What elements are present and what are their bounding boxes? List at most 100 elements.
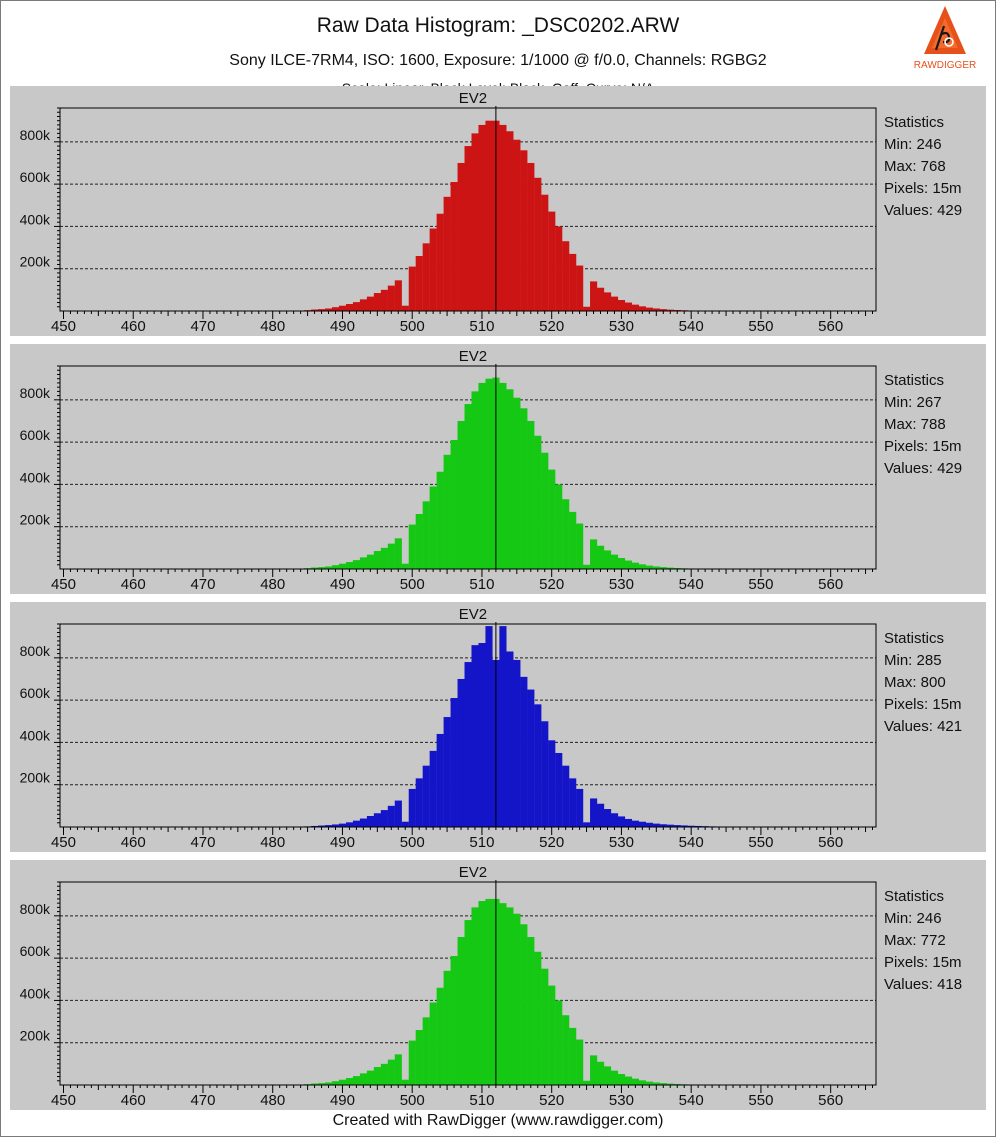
y-tick-label: 200k — [20, 770, 51, 786]
panel-title: EV2 — [459, 606, 487, 623]
histogram-bar — [673, 825, 681, 827]
histogram-bar — [541, 721, 549, 827]
histogram-bar — [359, 557, 368, 569]
histogram-bar — [590, 539, 598, 569]
histogram-bar — [562, 499, 570, 569]
statistics-box: Statistics Min: 246 Max: 772 Pixels: 15m… — [884, 886, 984, 996]
histogram-bar — [638, 564, 646, 569]
x-tick-label: 530 — [609, 1092, 634, 1109]
histogram-bar — [338, 823, 347, 827]
x-tick-label: 520 — [539, 1092, 564, 1109]
histogram-bar — [534, 435, 542, 569]
histogram-bar — [610, 813, 619, 827]
histogram-bar — [610, 554, 619, 569]
y-tick-label: 200k — [20, 512, 51, 528]
histogram-bar — [325, 1082, 333, 1085]
statistics-box: Statistics Min: 267 Max: 788 Pixels: 15m… — [884, 370, 984, 480]
histogram-bar — [450, 698, 458, 827]
histogram-bar — [541, 194, 549, 311]
histogram-bar — [548, 985, 556, 1085]
x-tick-label: 450 — [51, 576, 76, 593]
histogram-bar — [311, 1083, 319, 1085]
chart-svg: 200k 400k 600k 800k EV2 450 460 470 480 490 500 510… — [20, 606, 877, 851]
histogram-bar — [443, 454, 451, 569]
histogram-bar — [659, 309, 667, 311]
histogram-bar — [520, 924, 528, 1085]
x-tick-label: 500 — [400, 1092, 425, 1109]
x-tick-label: 460 — [121, 1092, 146, 1109]
histogram-bar — [645, 565, 653, 569]
histogram-bar — [373, 293, 381, 311]
histogram-bar — [527, 162, 535, 311]
histogram-bar — [659, 567, 667, 569]
histogram-bar — [534, 951, 542, 1085]
histogram-bar — [534, 177, 542, 311]
x-tick-label: 470 — [190, 834, 215, 851]
y-tick-label: 200k — [20, 1028, 51, 1044]
histogram-bar — [318, 567, 326, 569]
panel-title: EV2 — [459, 864, 487, 881]
histogram-bar — [499, 124, 507, 311]
histogram-bar — [318, 1083, 326, 1085]
stats-max: Max: 772 — [884, 932, 946, 949]
histogram-bar — [569, 778, 577, 827]
histogram-bar — [443, 970, 451, 1085]
histogram-bar — [652, 566, 660, 569]
statistics-box: Statistics Min: 285 Max: 800 Pixels: 15m… — [884, 628, 984, 738]
chart-svg: 200k 400k 600k 800k EV2 450 460 470 480 490 500 510… — [20, 348, 877, 593]
x-tick-label: 510 — [469, 318, 494, 335]
histogram-bar — [464, 404, 472, 569]
histogram-bar — [415, 256, 423, 311]
logo-text: RAWDIGGER — [914, 60, 976, 71]
x-tick-label: 480 — [260, 318, 285, 335]
histogram-bar — [457, 162, 465, 311]
x-tick-label: 540 — [679, 1092, 704, 1109]
histogram-bar — [415, 1030, 423, 1085]
histogram-bar — [583, 822, 591, 827]
histogram-bar — [513, 139, 521, 311]
stats-pixels: Pixels: 15m — [884, 954, 962, 971]
histogram-bar — [373, 551, 381, 569]
page-subtitle: Sony ILCE-7RM4, ISO: 1600, Exposure: 1/1… — [229, 52, 767, 69]
histogram-bar — [408, 266, 416, 311]
histogram-bar — [673, 309, 681, 311]
histogram-bar — [638, 1080, 646, 1085]
histogram-bar — [562, 241, 570, 311]
x-tick-label: 520 — [539, 576, 564, 593]
histogram-bar — [597, 803, 605, 827]
rawdigger-logo: RAWDIGGER — [914, 6, 976, 71]
histogram-bar — [548, 740, 556, 827]
page-subtitle-clipped: Scale: Linear, Black Level: Black, Gaff.… — [341, 80, 655, 88]
histogram-bar — [652, 823, 660, 827]
stats-pixels: Pixels: 15m — [884, 696, 962, 713]
histogram-bar — [450, 956, 458, 1085]
histogram-bar — [401, 563, 409, 569]
histogram-bar — [359, 818, 368, 827]
x-tick-label: 490 — [330, 834, 355, 851]
histogram-bar — [583, 564, 591, 569]
histogram-bar — [478, 643, 486, 827]
histogram-bar — [645, 1081, 653, 1085]
histogram-bar — [464, 920, 472, 1085]
histogram-bar — [541, 968, 549, 1085]
x-tick-label: 560 — [818, 576, 843, 593]
histogram-bar — [645, 307, 653, 311]
histogram-bar — [666, 1083, 674, 1085]
stats-heading: Statistics — [884, 888, 945, 905]
histogram-bar — [555, 752, 563, 827]
histogram-bar — [318, 309, 326, 311]
histogram-bar — [631, 562, 640, 569]
histogram-bar — [401, 821, 409, 827]
histogram-bar — [394, 280, 402, 311]
x-tick-label: 460 — [121, 318, 146, 335]
x-tick-label: 470 — [190, 576, 215, 593]
stats-heading: Statistics — [884, 114, 945, 131]
x-tick-label: 560 — [818, 318, 843, 335]
histogram-bar — [443, 717, 451, 827]
x-tick-label: 540 — [679, 318, 704, 335]
histogram-bar — [624, 560, 633, 569]
histogram-bar — [576, 1039, 584, 1085]
histogram-bar — [380, 289, 388, 311]
x-tick-label: 530 — [609, 576, 634, 593]
x-tick-label: 520 — [539, 834, 564, 851]
